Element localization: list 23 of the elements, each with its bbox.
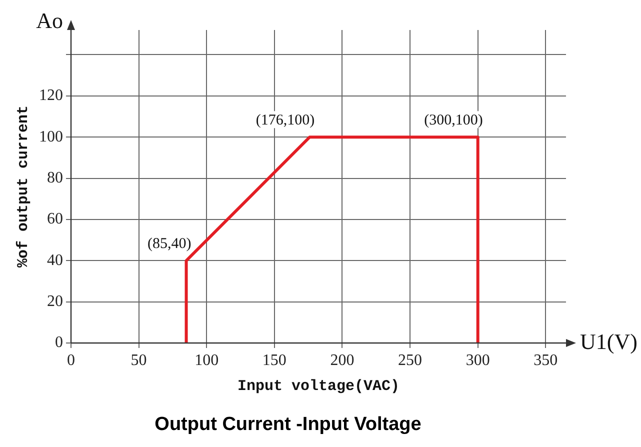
y-tick-label: 0 <box>55 334 63 352</box>
x-tick-label: 300 <box>466 352 490 369</box>
annotation: (300,100) <box>424 112 483 129</box>
text: Output Current -Input Voltage <box>154 414 422 435</box>
y-tick-label: 20 <box>47 293 63 310</box>
y-tick-label: 40 <box>47 252 63 269</box>
x-axis-title: Input voltage(VAC) <box>237 378 400 395</box>
y-tick-label: 60 <box>47 210 63 228</box>
y-tick-label: 100 <box>39 128 63 146</box>
x-tick-label: 350 <box>534 352 558 369</box>
y-axis-title: %of output current <box>14 105 32 268</box>
text: Ao <box>36 8 63 33</box>
text: U1(V) <box>580 328 638 354</box>
x-tick-label: 100 <box>194 352 219 369</box>
annotation: (176,100) <box>256 112 315 129</box>
y-tick-label: 80 <box>47 169 63 186</box>
x-tick-label: 200 <box>330 352 354 369</box>
y-tick-label: 120 <box>39 87 63 104</box>
x-tick-label: 250 <box>398 352 422 369</box>
x-tick-label: 150 <box>262 352 286 369</box>
x-tick-label: 50 <box>130 352 147 369</box>
x-tick-label: 0 <box>67 352 75 369</box>
annotation: (85,40) <box>148 236 192 252</box>
